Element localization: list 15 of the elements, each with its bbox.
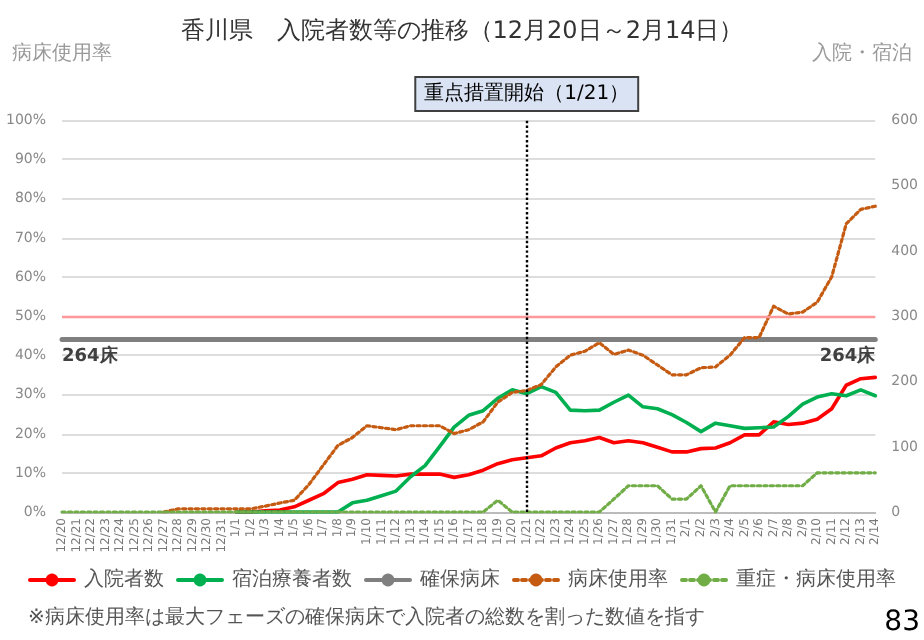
- y2-axis-title: 入院・宿泊: [812, 41, 912, 65]
- legend-label: 重症・病床使用率: [736, 567, 896, 591]
- y-axis-title: 病床使用率: [12, 41, 112, 65]
- line-series: [60, 471, 877, 514]
- text: 83: [884, 606, 921, 638]
- legend-label: 確保病床: [418, 567, 500, 591]
- text: ※病床使用率は最大フェーズの確保病床で入院者の総数を割った数値を指す: [28, 605, 705, 629]
- line-series: [162, 204, 877, 514]
- chart-title: 香川県 入院者数等の推移（12月20日～2月14日）: [180, 16, 744, 44]
- ref-line-label: 重点措置開始（1/21）: [424, 81, 630, 105]
- data-label: 264床: [819, 344, 878, 367]
- legend-label: 入院者数: [84, 567, 164, 591]
- legend-label: 宿泊療養者数: [232, 567, 352, 591]
- legend-label: 病床使用率: [568, 567, 668, 591]
- data-label: 264床: [62, 344, 120, 367]
